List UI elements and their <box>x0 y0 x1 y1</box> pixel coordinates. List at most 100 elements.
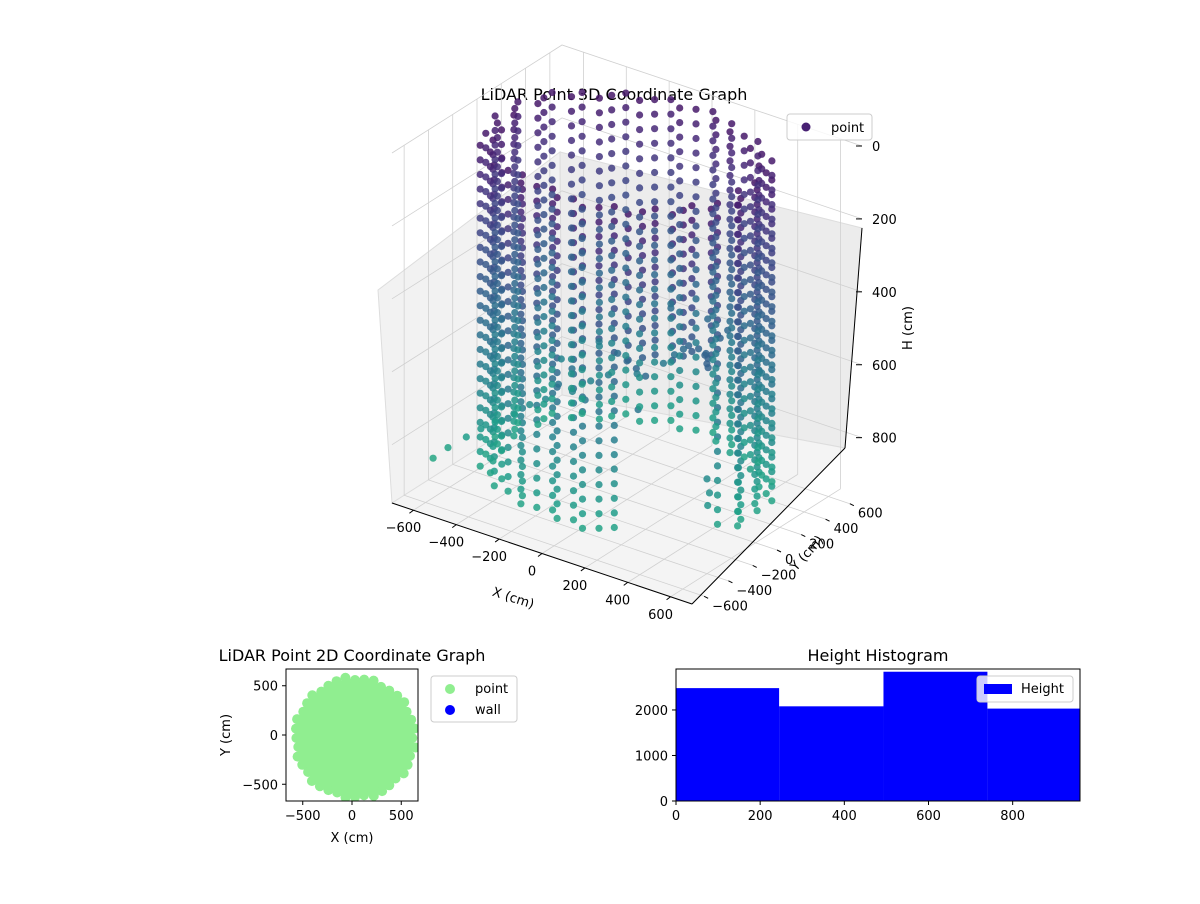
point-3d <box>642 372 650 380</box>
point-3d <box>493 221 501 229</box>
point-3d <box>608 164 616 172</box>
point-3d <box>504 254 512 262</box>
point-3d <box>734 376 743 384</box>
y-tick-label-3d: −600 <box>712 599 748 614</box>
point-3d <box>734 478 743 486</box>
point-3d <box>754 429 762 437</box>
point-3d <box>692 134 700 143</box>
point-3d <box>740 409 748 417</box>
point-3d <box>636 403 644 411</box>
point-3d <box>514 98 522 106</box>
x-tick-label-hist: 600 <box>916 809 941 824</box>
point-3d <box>491 185 499 193</box>
point-3d <box>517 339 525 347</box>
point-3d <box>728 295 736 303</box>
point-3d <box>514 171 522 179</box>
point-3d <box>514 375 522 383</box>
point-3d <box>493 236 501 244</box>
x-tick-label-hist: 0 <box>672 809 680 824</box>
point-3d <box>476 302 484 310</box>
point-2d <box>390 773 401 784</box>
point-3d <box>511 163 519 171</box>
point-3d <box>476 360 484 368</box>
point-3d <box>567 180 576 188</box>
point-3d <box>754 400 762 408</box>
point-3d <box>504 370 512 379</box>
point-3d <box>754 342 762 350</box>
point-3d <box>567 239 576 247</box>
point-3d <box>746 144 755 152</box>
point-3d <box>595 298 604 306</box>
histogram-title: Height Histogram <box>808 646 949 665</box>
point-3d <box>534 202 542 210</box>
point-3d <box>651 241 659 249</box>
point-3d <box>768 448 776 457</box>
point-3d <box>476 448 484 456</box>
point-3d <box>578 451 587 459</box>
point-3d <box>622 191 630 199</box>
point-3d <box>595 342 604 350</box>
point-3d <box>567 326 576 334</box>
point-3d <box>740 307 748 315</box>
point-3d <box>676 294 684 302</box>
point-3d <box>482 421 490 429</box>
point-3d <box>667 125 675 133</box>
point-3d <box>768 332 776 340</box>
point-3d <box>497 403 506 411</box>
point-3d <box>728 353 736 361</box>
point-3d <box>768 201 776 209</box>
point-3d <box>740 234 748 242</box>
point-3d <box>734 464 743 472</box>
point-3d <box>679 345 688 353</box>
point-3d <box>746 334 755 342</box>
point-3d <box>491 389 499 397</box>
point-3d <box>622 337 630 345</box>
point-3d <box>549 418 557 427</box>
y-tick-3d <box>801 534 806 538</box>
point-3d <box>659 359 668 367</box>
point-3d <box>548 191 556 199</box>
point-3d <box>497 315 506 323</box>
point-3d <box>728 368 736 376</box>
point-3d <box>740 336 748 344</box>
point-3d <box>514 156 522 164</box>
point-3d <box>504 283 512 291</box>
point-3d <box>754 167 762 175</box>
y-tick-label-3d: 0 <box>785 553 793 568</box>
point-3d <box>692 412 700 420</box>
point-3d <box>595 276 603 284</box>
point-3d <box>676 410 684 418</box>
point-3d <box>636 257 644 265</box>
point-3d <box>746 392 755 400</box>
point-3d <box>676 119 684 127</box>
point-3d <box>493 367 501 375</box>
point-3d <box>518 492 527 500</box>
x-tick-3d <box>409 509 414 514</box>
point-3d <box>728 324 736 332</box>
point-3d <box>534 377 542 385</box>
point-2d <box>291 723 301 734</box>
point-3d <box>713 491 722 499</box>
point-3d <box>514 404 522 412</box>
point-3d <box>703 360 711 368</box>
z-tick-label-3d: 400 <box>872 286 897 301</box>
point-3d <box>578 118 586 126</box>
point-3d <box>595 408 603 416</box>
point-3d <box>514 112 522 121</box>
point-3d <box>482 202 490 210</box>
point-3d <box>676 133 684 141</box>
point-3d <box>636 96 644 104</box>
point-3d <box>740 365 748 374</box>
point-3d <box>692 164 700 172</box>
point-3d <box>728 178 736 186</box>
point-3d <box>476 229 484 237</box>
y-tick-3d <box>849 503 855 507</box>
point-3d <box>667 300 675 308</box>
point-3d <box>622 220 630 228</box>
point-3d <box>476 375 484 383</box>
point-3d <box>768 478 776 486</box>
point-3d <box>567 122 576 130</box>
point-3d <box>676 366 684 375</box>
point-3d <box>692 207 700 215</box>
point-3d <box>517 252 525 260</box>
